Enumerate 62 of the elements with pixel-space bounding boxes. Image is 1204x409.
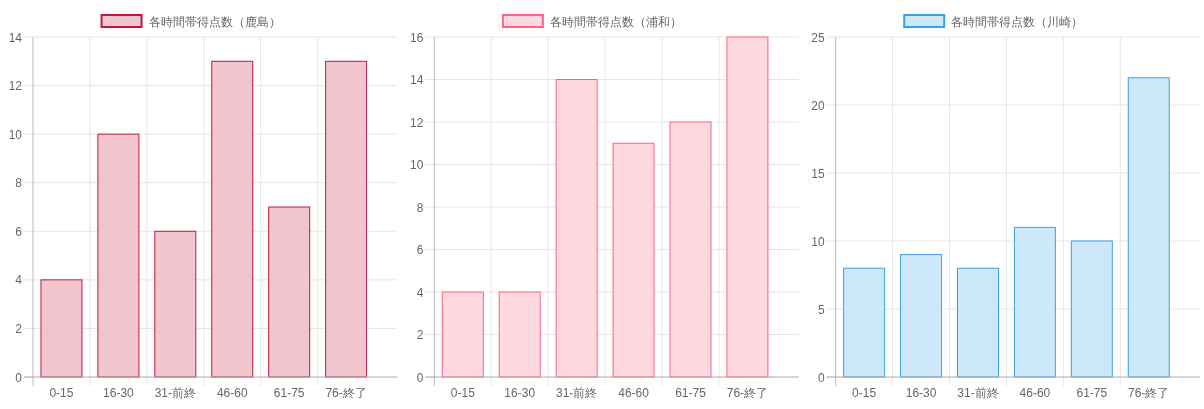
legend-label: 各時間帯得点数（鹿島） xyxy=(148,14,281,29)
x-tick-label: 61-75 xyxy=(273,386,305,400)
x-tick-label: 0-15 xyxy=(852,386,877,400)
bar xyxy=(843,267,886,378)
y-tick-label: 20 xyxy=(811,98,825,113)
y-tick-label: 25 xyxy=(811,30,825,45)
bar xyxy=(726,36,769,378)
y-tick-label: 0 xyxy=(15,370,23,385)
x-tick-label: 31-前終 xyxy=(957,386,999,400)
legend-label: 各時間帯得点数（川崎） xyxy=(951,14,1084,29)
bar xyxy=(498,291,541,378)
bar xyxy=(956,267,999,378)
x-tick-label: 16-30 xyxy=(504,386,536,400)
x-tick-label: 61-75 xyxy=(1076,386,1108,400)
x-tick-label: 46-60 xyxy=(1019,386,1051,400)
bar xyxy=(40,279,83,378)
x-tick-label: 0-15 xyxy=(450,386,476,400)
y-tick-label: 2 xyxy=(15,321,23,336)
y-tick-label: 6 xyxy=(416,243,424,257)
bar xyxy=(669,121,712,378)
bar xyxy=(268,206,311,378)
x-tick-label: 0-15 xyxy=(49,386,74,400)
y-tick-label: 4 xyxy=(15,273,23,288)
x-tick-label: 46-60 xyxy=(216,386,248,400)
y-tick-label: 12 xyxy=(8,79,23,94)
bar xyxy=(154,230,197,378)
x-tick-label: 31-前終 xyxy=(154,386,196,400)
legend-label: 各時間帯得点数（浦和） xyxy=(549,14,682,29)
bar xyxy=(211,60,254,378)
bar xyxy=(1013,226,1056,378)
y-tick-label: 2 xyxy=(416,328,424,342)
y-tick-label: 8 xyxy=(416,200,424,215)
x-tick-label: 31-前終 xyxy=(555,386,598,400)
x-tick-label: 61-75 xyxy=(675,386,707,400)
y-tick-label: 16 xyxy=(409,30,424,45)
y-tick-label: 8 xyxy=(15,176,23,191)
y-tick-label: 12 xyxy=(409,115,424,130)
y-tick-label: 0 xyxy=(416,370,424,385)
y-tick-label: 10 xyxy=(409,158,424,172)
y-tick-label: 6 xyxy=(15,224,23,239)
bar xyxy=(441,291,484,378)
bar xyxy=(612,142,655,378)
y-tick-label: 10 xyxy=(811,234,825,249)
x-tick-label: 46-60 xyxy=(618,386,650,400)
x-tick-label: 16-30 xyxy=(905,386,937,400)
y-tick-label: 4 xyxy=(416,285,424,300)
bar xyxy=(555,79,598,378)
y-tick-label: 14 xyxy=(8,30,23,45)
bar xyxy=(900,254,943,378)
y-tick-label: 15 xyxy=(811,166,825,181)
x-tick-label: 76-終了 xyxy=(325,386,367,400)
bar xyxy=(1127,77,1170,378)
x-tick-label: 76-終了 xyxy=(1128,386,1170,400)
y-tick-label: 10 xyxy=(8,127,23,142)
bar xyxy=(97,133,140,378)
bar xyxy=(1070,240,1113,378)
x-tick-label: 76-終了 xyxy=(726,386,769,400)
y-tick-label: 14 xyxy=(409,73,424,87)
bar xyxy=(325,60,368,378)
y-tick-label: 0 xyxy=(817,370,825,385)
x-tick-label: 16-30 xyxy=(103,386,135,400)
y-tick-label: 5 xyxy=(817,302,825,317)
